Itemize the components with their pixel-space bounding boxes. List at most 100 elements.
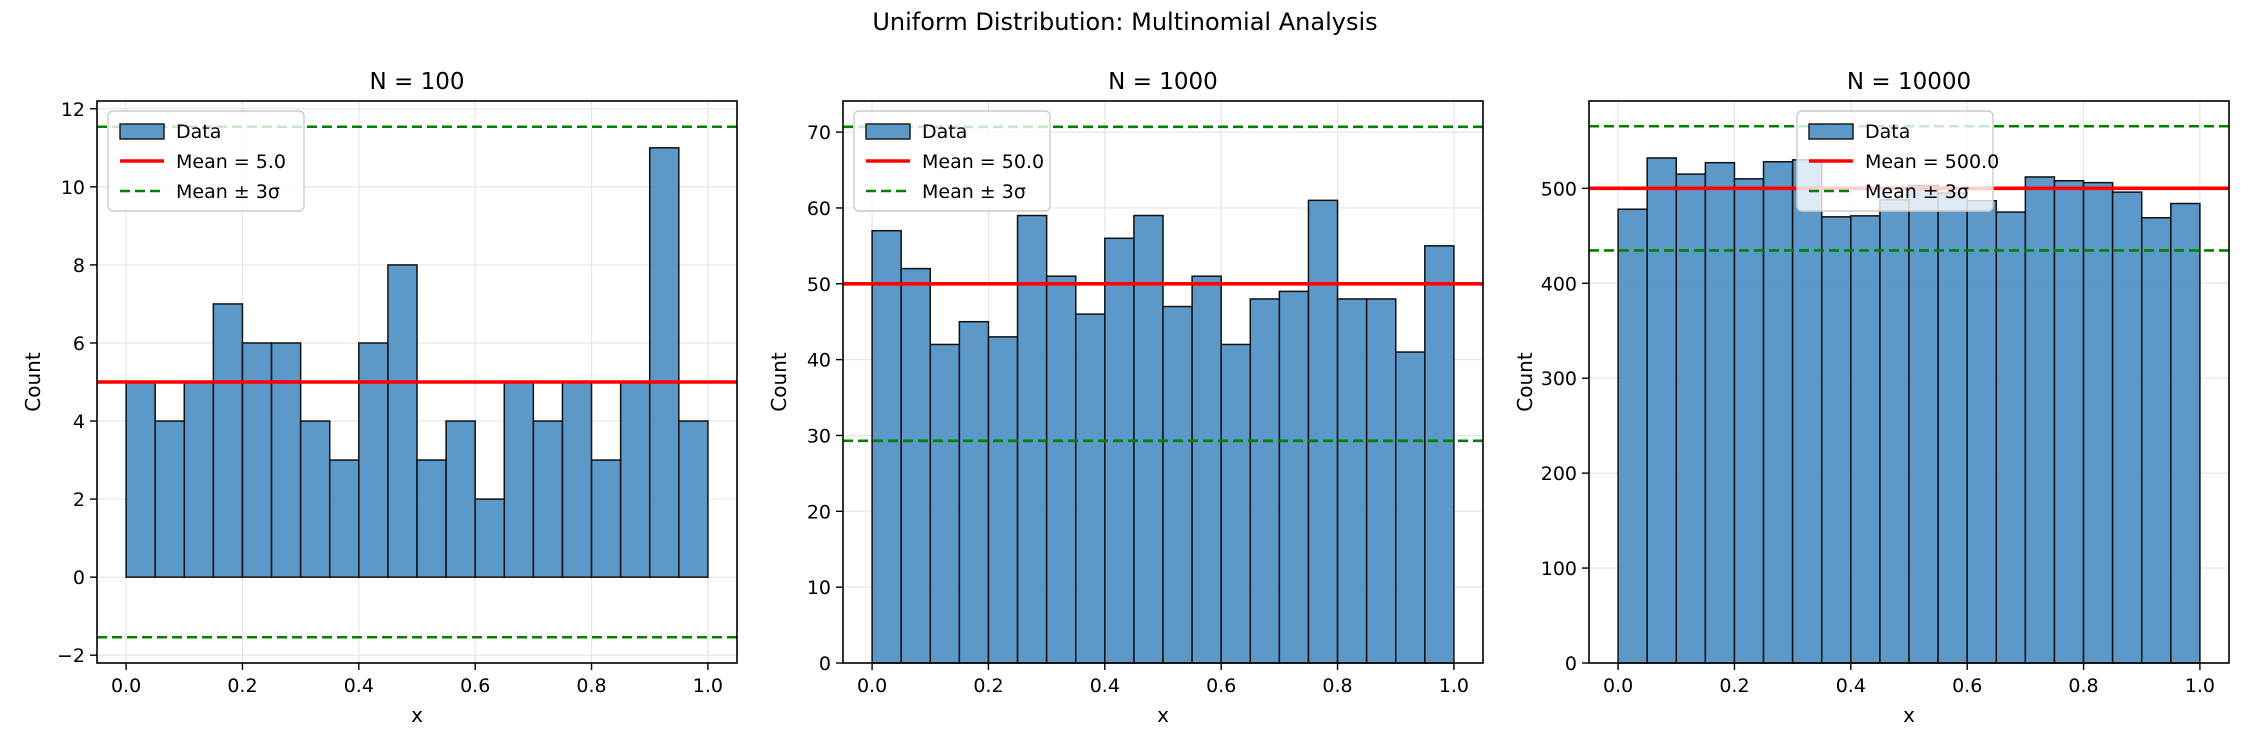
histogram-bar: [1394, 351, 1426, 664]
histogram-bar: [299, 420, 331, 578]
histogram-bar: [2082, 181, 2114, 664]
y-axis-label: Count: [1513, 352, 1537, 412]
y-tick-label: 40: [807, 350, 831, 372]
chart-panel-1: 0.0 0.2 0.4 0.6 0.8 1.0 −2 0 2 4 6 8 10 12 N = 100 x Cou…: [21, 69, 738, 727]
histogram-bar: [270, 342, 302, 578]
legend-label: Data: [922, 121, 967, 143]
histogram-bar: [212, 303, 244, 578]
histogram-bar: [1704, 161, 1736, 664]
histogram-bar: [1104, 237, 1135, 664]
histogram-bar: [1278, 290, 1310, 664]
legend-label: Data: [176, 121, 221, 143]
figure-suptitle: Uniform Distribution: Multinomial Analys…: [872, 8, 1378, 36]
chart-panel-2: 0.0 0.2 0.4 0.6 0.8 1.0 0 10 20 30 40 50 60 70 N = 100…: [767, 69, 1484, 727]
histogram-bar: [2053, 179, 2085, 664]
histogram-bar: [1937, 192, 1968, 664]
y-tick-label: 300: [1541, 368, 1577, 390]
chart-title: N = 10000: [1847, 69, 1971, 95]
histogram-bar: [125, 381, 156, 578]
y-tick-label: −2: [57, 645, 85, 667]
y-tick-label: 200: [1541, 463, 1577, 485]
legend-swatch-data: [865, 123, 911, 140]
histogram-bar: [1850, 215, 1881, 664]
histogram-bar: [929, 343, 961, 664]
x-tick-label: 0.4: [344, 675, 374, 697]
axes-frame: [96, 100, 738, 664]
y-tick-label: 30: [807, 425, 831, 447]
legend-label: Mean ± 3σ: [176, 181, 280, 203]
histogram-bar: [2140, 217, 2172, 664]
histogram-bar: [619, 381, 651, 578]
x-tick-label: 0.0: [111, 675, 141, 697]
histogram-bar: [1307, 199, 1339, 664]
legend-swatch-data: [119, 123, 165, 140]
x-axis-label: x: [1903, 703, 1915, 727]
x-tick-label: 0.6: [1206, 675, 1236, 697]
histogram-bar: [1820, 216, 1852, 664]
y-tick-label: 8: [73, 255, 85, 277]
y-tick-label: 10: [807, 577, 831, 599]
histogram-bar: [1617, 208, 1648, 664]
x-axis-label: x: [1157, 703, 1169, 727]
histogram-bar: [328, 459, 360, 578]
histogram-bar: [1995, 211, 2027, 664]
histogram-bar: [416, 459, 447, 578]
legend-label: Mean ± 3σ: [922, 181, 1026, 203]
x-tick-label: 1.0: [693, 675, 723, 697]
x-tick-label: 0.6: [1952, 675, 1982, 697]
histogram-bar: [1133, 214, 1164, 664]
y-tick-label: 6: [73, 333, 85, 355]
x-tick-label: 1.0: [2185, 675, 2215, 697]
histogram-bar: [871, 229, 902, 664]
histogram-bar: [1220, 343, 1252, 664]
x-tick-label: 1.0: [1439, 675, 1469, 697]
histogram-bar: [561, 381, 593, 578]
x-tick-label: 0.6: [460, 675, 490, 697]
y-tick-label: 0: [73, 567, 85, 589]
histogram-bar: [154, 420, 186, 578]
x-tick-label: 0.8: [2068, 675, 2098, 697]
histogram-bar: [1879, 198, 1910, 664]
axes-frame: [1588, 100, 2230, 664]
legend-label: Mean = 500.0: [1865, 151, 1999, 173]
legend-label: Data: [1865, 121, 1910, 143]
histogram-bar: [1762, 161, 1794, 664]
histogram-bar: [474, 498, 506, 578]
y-axis-label: Count: [21, 352, 45, 412]
histogram-bar: [358, 342, 389, 578]
histogram-bar: [1733, 178, 1765, 664]
histogram-bar: [678, 420, 709, 578]
histogram-bar: [1045, 275, 1077, 664]
x-tick-label: 0.0: [1603, 675, 1633, 697]
legend-label: Mean = 5.0: [176, 151, 286, 173]
x-tick-label: 0.0: [857, 675, 887, 697]
histogram-bar: [532, 420, 564, 578]
axes-frame: [842, 100, 1484, 664]
x-tick-label: 0.4: [1090, 675, 1120, 697]
histogram-bar: [445, 420, 476, 578]
histogram-bar: [1424, 245, 1455, 664]
histogram-bar: [1675, 173, 1707, 664]
legend-label: Mean = 50.0: [922, 151, 1044, 173]
y-tick-label: 400: [1541, 273, 1577, 295]
x-tick-label: 0.8: [576, 675, 606, 697]
histogram-bar: [590, 459, 622, 578]
histogram-bar: [1074, 313, 1106, 664]
y-axis-label: Count: [767, 352, 791, 412]
y-tick-label: 0: [819, 653, 831, 675]
histogram-bar: [900, 267, 932, 664]
histogram-bar: [241, 342, 273, 578]
x-tick-label: 0.4: [1836, 675, 1866, 697]
histogram-bar: [1016, 214, 1048, 664]
histogram-bar: [503, 381, 535, 578]
histogram-bar: [2024, 176, 2056, 664]
x-tick-label: 0.8: [1322, 675, 1352, 697]
histogram-bar: [1966, 199, 1998, 664]
histogram-bar: [648, 147, 680, 578]
y-tick-label: 4: [73, 411, 85, 433]
histogram-bar: [1365, 298, 1397, 664]
x-tick-label: 0.2: [973, 675, 1003, 697]
histogram-bar: [183, 381, 215, 578]
